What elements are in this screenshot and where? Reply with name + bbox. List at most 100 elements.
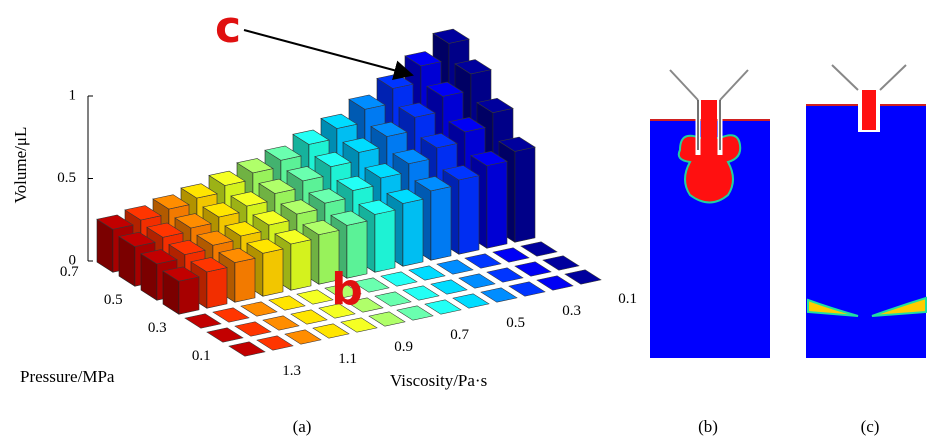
bar — [375, 292, 411, 306]
figure: 00.510.10.30.50.70.91.11.30.10.30.50.7 V… — [0, 0, 936, 441]
bar-face — [521, 242, 557, 256]
bar-face — [263, 316, 299, 330]
bar-face — [437, 260, 473, 274]
annotation-c: c — [215, 2, 241, 53]
bar-face — [257, 336, 293, 350]
bar-face — [397, 306, 433, 320]
bar — [291, 310, 327, 324]
panel-label: (b) — [698, 417, 718, 436]
x-tick-label: 0.1 — [618, 291, 637, 307]
bar-face — [369, 312, 405, 326]
bar-face — [235, 322, 271, 336]
bar — [565, 270, 601, 284]
bar — [403, 286, 439, 300]
bar-face — [537, 276, 573, 290]
bar — [341, 318, 377, 332]
bar-face — [179, 277, 199, 314]
bar — [229, 342, 265, 356]
bar-face — [459, 176, 479, 255]
bar-face — [341, 318, 377, 332]
y-tick-label: 0.5 — [104, 292, 123, 308]
x-tick-label: 0.7 — [450, 327, 469, 343]
bar — [163, 267, 199, 314]
bar — [509, 282, 545, 296]
x-tick-label: 1.1 — [338, 351, 357, 367]
bar-face — [565, 270, 601, 284]
bar-face — [403, 199, 423, 266]
bar — [207, 328, 243, 342]
bar-face — [409, 266, 445, 280]
bar — [369, 312, 405, 326]
bar — [465, 254, 501, 268]
bar — [453, 294, 489, 308]
bar-face — [431, 280, 467, 294]
bar-face — [291, 240, 311, 291]
bar-face — [515, 147, 535, 242]
y-axis-label: Pressure/MPa — [20, 367, 115, 386]
simulation-c — [806, 65, 926, 358]
bar — [257, 336, 293, 350]
bar — [263, 316, 299, 330]
bar — [493, 248, 529, 262]
bar-face — [465, 254, 501, 268]
bar-face — [459, 274, 495, 288]
bar-face — [269, 296, 305, 310]
bar-face — [375, 292, 411, 306]
bar — [481, 288, 517, 302]
panel-label: (c) — [861, 417, 880, 436]
bar-face — [241, 302, 277, 316]
bar — [487, 268, 523, 282]
bar-face — [493, 248, 529, 262]
bar-face — [487, 161, 507, 248]
x-axis-label: Viscosity/Pa·s — [390, 371, 487, 390]
bar-face — [487, 268, 523, 282]
bar-face — [263, 249, 283, 296]
bar — [313, 324, 349, 338]
bar — [459, 274, 495, 288]
bar-face — [509, 282, 545, 296]
bar-face — [207, 268, 227, 309]
bar — [213, 308, 249, 322]
bar-face — [229, 342, 265, 356]
bar-face — [403, 286, 439, 300]
bar — [521, 242, 557, 256]
bar — [241, 302, 277, 316]
x-tick-label: 0.9 — [394, 339, 413, 355]
bar — [185, 314, 221, 328]
bar-face — [313, 324, 349, 338]
bar — [515, 262, 551, 276]
bar-face — [185, 314, 221, 328]
bar-face — [375, 210, 395, 272]
bar-face — [213, 308, 249, 322]
bar-face — [297, 290, 333, 304]
annotation-b: b — [331, 264, 363, 315]
bar-face — [543, 256, 579, 270]
bar-face — [481, 288, 517, 302]
x-tick-label: 1.3 — [282, 363, 301, 379]
bar — [397, 306, 433, 320]
bar-chart-3d: 00.510.10.30.50.70.91.11.30.10.30.50.7 — [57, 29, 637, 379]
arrow — [244, 30, 412, 75]
bar — [537, 276, 573, 290]
bar-face — [291, 310, 327, 324]
y-tick-label: 0.1 — [192, 348, 211, 364]
bar — [381, 272, 417, 286]
bar-face — [431, 187, 451, 261]
bar-face — [207, 328, 243, 342]
bar — [235, 322, 271, 336]
bar-face — [381, 272, 417, 286]
z-axis-label: Volume/μL — [11, 127, 30, 204]
bar-face — [235, 258, 255, 302]
bar — [409, 266, 445, 280]
bar — [297, 290, 333, 304]
simulation-b — [650, 70, 770, 358]
z-tick-label: 0.5 — [57, 170, 76, 186]
bar — [543, 256, 579, 270]
bar-face — [425, 300, 461, 314]
bar — [269, 296, 305, 310]
bar — [285, 330, 321, 344]
x-tick-label: 0.3 — [562, 303, 581, 319]
x-tick-label: 0.5 — [506, 315, 525, 331]
bar — [431, 280, 467, 294]
bar-face — [453, 294, 489, 308]
